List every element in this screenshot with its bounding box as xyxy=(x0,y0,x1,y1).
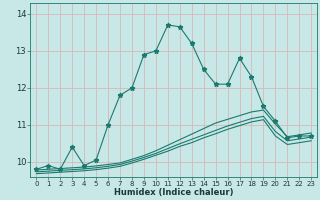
X-axis label: Humidex (Indice chaleur): Humidex (Indice chaleur) xyxy=(114,188,234,197)
